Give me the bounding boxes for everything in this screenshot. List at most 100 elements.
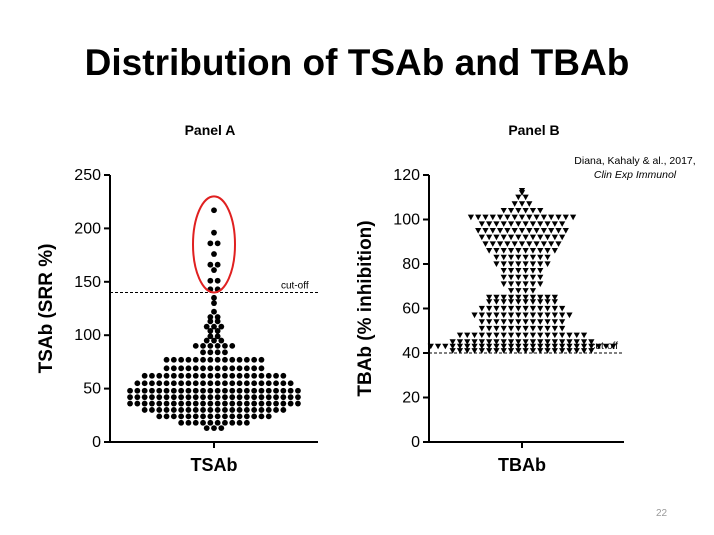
data-point: [522, 294, 529, 301]
data-point: [551, 319, 558, 325]
data-point: [211, 300, 217, 307]
data-point: [471, 312, 478, 319]
data-point: [258, 394, 265, 401]
data-point: [192, 407, 199, 413]
data-point: [489, 227, 496, 234]
data-point: [214, 333, 221, 340]
data-point: [529, 221, 537, 227]
data-point: [449, 348, 456, 354]
data-point: [559, 339, 566, 345]
data-point: [555, 214, 562, 221]
data-point: [544, 312, 551, 319]
data-point: [280, 387, 287, 394]
x-tick-label: TBAb: [498, 455, 546, 475]
data-point: [551, 332, 558, 339]
data-point: [456, 343, 464, 350]
data-point: [500, 343, 507, 350]
data-point: [229, 400, 236, 407]
data-point: [533, 227, 540, 234]
data-point: [211, 425, 217, 432]
data-point: [214, 318, 221, 325]
data-point: [207, 261, 214, 268]
data-point: [163, 387, 170, 394]
data-point: [149, 400, 155, 407]
data-point: [207, 413, 214, 420]
data-point: [178, 380, 185, 387]
data-point: [537, 268, 544, 274]
data-point: [178, 387, 185, 394]
data-point: [500, 339, 507, 345]
data-point: [537, 221, 544, 227]
data-point: [149, 387, 155, 394]
data-point: [229, 407, 236, 413]
data-point: [515, 248, 522, 254]
data-point: [207, 365, 214, 372]
data-point: [522, 254, 529, 261]
data-point: [544, 294, 551, 301]
data-point: [515, 294, 522, 301]
data-point: [493, 305, 500, 312]
data-point: [214, 349, 221, 356]
data-point: [588, 343, 595, 350]
data-point: [537, 305, 544, 312]
data-point: [222, 400, 228, 407]
data-point: [493, 248, 500, 254]
data-point: [214, 413, 221, 420]
data-point: [236, 356, 243, 363]
data-point: [251, 407, 258, 413]
data-point: [573, 339, 580, 345]
data-point: [511, 241, 518, 247]
data-point: [573, 348, 580, 354]
y-tick-label: 60: [402, 301, 420, 318]
data-point: [515, 268, 522, 274]
data-point: [515, 281, 522, 287]
data-point: [507, 281, 515, 287]
y-axis-label: TSAb (SRR %): [36, 244, 57, 374]
data-point: [515, 305, 522, 312]
data-point: [529, 332, 537, 339]
data-point: [529, 319, 537, 325]
data-point: [486, 221, 493, 227]
data-point: [511, 227, 518, 234]
data-point: [229, 342, 236, 349]
data-point: [200, 394, 206, 401]
data-point: [170, 387, 177, 394]
data-point: [141, 380, 148, 387]
data-point: [149, 380, 155, 387]
data-point: [493, 254, 500, 261]
data-point: [537, 339, 544, 345]
data-point: [258, 413, 265, 420]
data-point: [566, 332, 573, 339]
data-point: [478, 348, 485, 354]
data-point: [500, 281, 507, 287]
data-point: [185, 413, 192, 420]
data-point: [529, 274, 537, 281]
data-point: [580, 343, 588, 350]
data-point: [134, 394, 141, 401]
data-point: [222, 387, 228, 394]
data-point: [163, 365, 170, 372]
data-point: [537, 348, 544, 354]
data-point: [251, 380, 258, 387]
data-point: [229, 413, 236, 420]
data-point: [214, 380, 221, 387]
data-point: [222, 413, 228, 420]
data-point: [222, 342, 228, 349]
data-point: [544, 325, 551, 332]
data-point: [214, 419, 221, 426]
data-point: [559, 305, 566, 312]
data-point: [236, 394, 243, 401]
data-point: [170, 372, 177, 379]
data-point: [192, 400, 199, 407]
data-point: [200, 349, 206, 356]
data-point: [515, 325, 522, 332]
data-point: [456, 339, 464, 345]
data-point: [192, 365, 199, 372]
data-point: [178, 394, 185, 401]
data-point: [493, 325, 500, 332]
data-point: [222, 380, 228, 387]
data-point: [207, 277, 214, 284]
data-point: [178, 400, 185, 407]
data-point: [493, 319, 500, 325]
data-point: [478, 221, 485, 227]
